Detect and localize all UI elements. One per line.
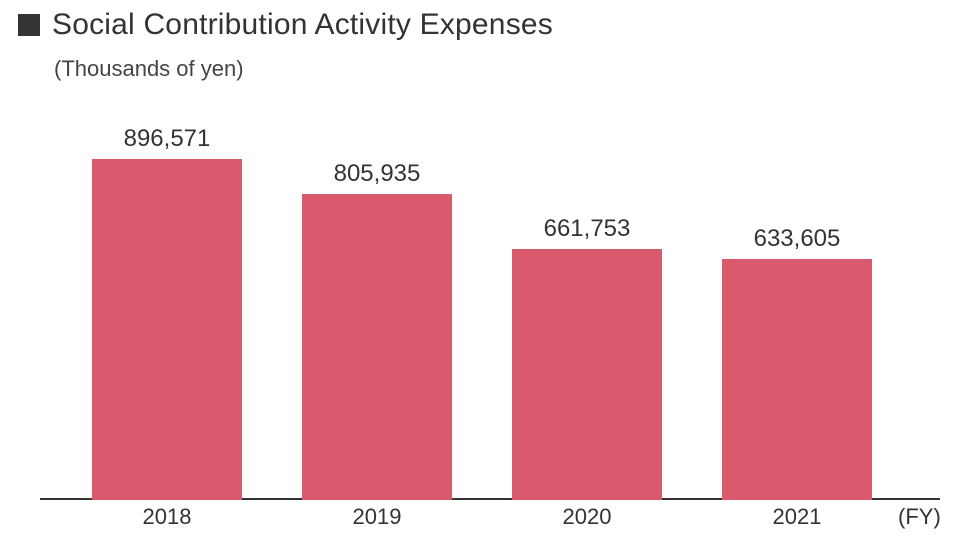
bar-value-label: 661,753 [512, 215, 662, 243]
bar-slot: 896,571 [92, 159, 242, 500]
bar-slot: 633,605 [722, 259, 872, 500]
bar [302, 194, 452, 500]
square-bullet-icon [18, 14, 40, 36]
bar-slot: 661,753 [512, 249, 662, 500]
bar [512, 249, 662, 500]
bar [722, 259, 872, 500]
x-axis-tick-label: 2019 [302, 504, 452, 530]
bar-value-label: 633,605 [722, 225, 872, 253]
bar-value-label: 805,935 [302, 160, 452, 188]
x-axis-labels: 2018 2019 2020 2021 [40, 504, 880, 534]
bar-value-label: 896,571 [92, 125, 242, 153]
bar [92, 159, 242, 500]
chart-title: Social Contribution Activity Expenses [52, 8, 553, 42]
x-axis-tick-label: 2021 [722, 504, 872, 530]
x-axis-tick-label: 2018 [92, 504, 242, 530]
x-axis-tick-label: 2020 [512, 504, 662, 530]
chart-plot-area: 896,571 805,935 661,753 633,605 [40, 120, 880, 500]
chart-root: Social Contribution Activity Expenses (T… [0, 0, 958, 551]
bar-slot: 805,935 [302, 194, 452, 500]
chart-subtitle: (Thousands of yen) [54, 56, 244, 82]
chart-title-row: Social Contribution Activity Expenses [18, 8, 553, 42]
x-axis-unit-label: (FY) [898, 504, 941, 530]
